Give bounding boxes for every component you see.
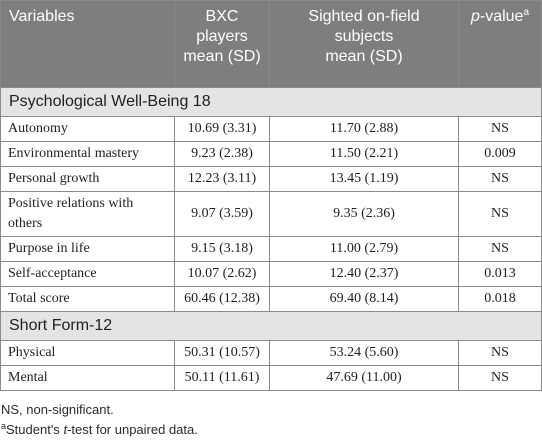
cell-bxc-mean-sd: 10.69 (3.31) [174,116,270,142]
cell-bxc-mean-sd: 50.11 (11.61) [174,365,270,391]
cell-bxc-mean-sd: 9.07 (3.59) [174,191,270,237]
table-header-row: Variables BXC players mean (SD) Sighted … [0,0,542,88]
cell-sighted-mean-sd: 12.40 (2.37) [269,261,459,287]
table-row: Physical 50.31 (10.57) 53.24 (5.60) NS [0,340,542,366]
header-sighted: Sighted on-field subjects mean (SD) [269,0,459,88]
cell-variable: Positive relations with others [0,191,175,237]
cell-p-value: NS [458,166,542,192]
cell-variable: Physical [0,340,175,366]
cell-p-value: NS [458,116,542,142]
cell-bxc-mean-sd: 12.23 (3.11) [174,166,270,192]
footnotes: NS, non-significant. aStudent's t-test f… [1,400,198,440]
cell-variable: Purpose in life [0,236,175,262]
cell-bxc-mean-sd: 50.31 (10.57) [174,340,270,366]
cell-p-value: 0.013 [458,261,542,287]
cell-variable: Autonomy [0,116,175,142]
cell-variable: Environmental mastery [0,141,175,167]
cell-p-value: NS [458,340,542,366]
cell-bxc-mean-sd: 9.23 (2.38) [174,141,270,167]
cell-variable: Mental [0,365,175,391]
cell-bxc-mean-sd: 60.46 (12.38) [174,286,270,312]
cell-p-value: NS [458,236,542,262]
header-sighted-line2: subjects [334,28,394,45]
cell-p-value: NS [458,365,542,391]
section-title: Short Form-12 [0,311,542,341]
cell-sighted-mean-sd: 13.45 (1.19) [269,166,459,192]
cell-sighted-mean-sd: 69.40 (8.14) [269,286,459,312]
cell-sighted-mean-sd: 9.35 (2.36) [269,191,459,237]
header-p-value: p-valuea [458,0,542,88]
header-bxc-line1: BXC [205,8,239,25]
cell-sighted-mean-sd: 47.69 (11.00) [269,365,459,391]
table-row: Personal growth 12.23 (3.11) 13.45 (1.19) N… [0,166,542,192]
table-row: Autonomy 10.69 (3.31) 11.70 (2.88) NS [0,116,542,142]
header-sighted-line1: Sighted on-field [308,8,420,25]
header-variables: Variables [0,0,175,88]
cell-sighted-mean-sd: 11.70 (2.88) [269,116,459,142]
cell-bxc-mean-sd: 10.07 (2.62) [174,261,270,287]
cell-variable: Total score [0,286,175,312]
cell-p-value: 0.009 [458,141,542,167]
header-sighted-line3: mean (SD) [325,48,403,65]
cell-variable: Personal growth [0,166,175,192]
cell-variable: Self-acceptance [0,261,175,287]
table-row: Positive relations with others 9.07 (3.59… [0,191,542,237]
header-bxc-line2: players [196,28,248,45]
cell-bxc-mean-sd: 9.15 (3.18) [174,236,270,262]
cell-sighted-mean-sd: 11.00 (2.79) [269,236,459,262]
results-table: Variables BXC players mean (SD) Sighted … [0,0,542,391]
section-header-row: Short Form-12 [0,311,542,341]
footnote-ns: NS, non-significant. [1,402,114,417]
table-row: Total score 60.46 (12.38) 69.40 (8.14) 0.01… [0,286,542,312]
table-row: Environmental mastery 9.23 (2.38) 11.50 (2… [0,141,542,167]
table-row: Self-acceptance 10.07 (2.62) 12.40 (2.37) 0… [0,261,542,287]
section-title: Psychological Well-Being 18 [0,87,542,117]
table-row: Purpose in life 9.15 (3.18) 11.00 (2.79) NS [0,236,542,262]
cell-sighted-mean-sd: 11.50 (2.21) [269,141,459,167]
header-bxc-line3: mean (SD) [183,48,261,65]
cell-p-value: NS [458,191,542,237]
header-bxc: BXC players mean (SD) [174,0,270,88]
table-row: Mental 50.11 (11.61) 47.69 (11.00) NS [0,365,542,391]
section-header-row: Psychological Well-Being 18 [0,87,542,117]
footnote-a: aStudent's t-test for unpaired data. [1,421,198,438]
cell-sighted-mean-sd: 53.24 (5.60) [269,340,459,366]
cell-p-value: 0.018 [458,286,542,312]
